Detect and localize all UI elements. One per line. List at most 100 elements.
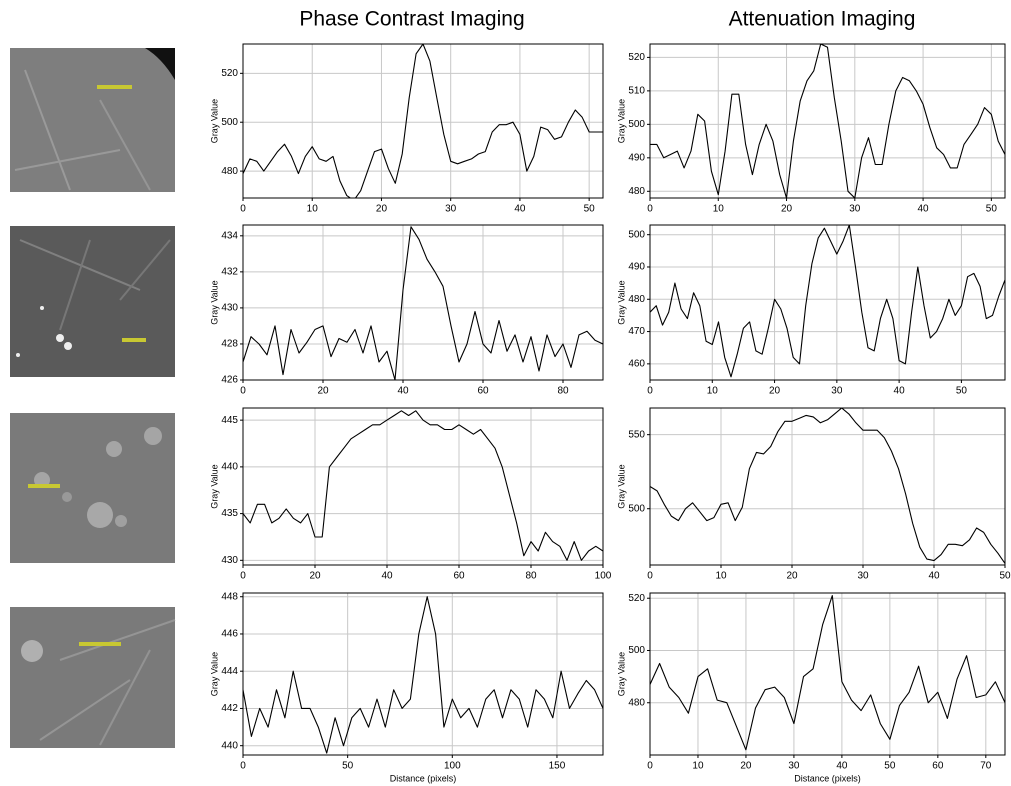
figure: Phase Contrast Imaging Attenuation Imagi… xyxy=(0,0,1011,786)
x-tick-label: 10 xyxy=(715,571,727,582)
y-axis-label: Gray Value xyxy=(616,280,626,324)
x-tick-label: 20 xyxy=(769,386,781,397)
thumbnail xyxy=(10,48,175,192)
x-tick-label: 30 xyxy=(788,761,800,772)
x-tick-label: 0 xyxy=(647,386,653,397)
y-axis-label: Gray Value xyxy=(209,652,219,696)
x-tick-label: 0 xyxy=(647,761,653,772)
y-tick-label: 428 xyxy=(221,339,238,350)
y-tick-label: 442 xyxy=(221,703,238,714)
plot-frame xyxy=(650,44,1005,198)
plot xyxy=(650,44,1005,198)
x-axis-label: Distance (pixels) xyxy=(390,773,457,783)
y-tick-label: 500 xyxy=(628,119,645,130)
y-tick-label: 448 xyxy=(221,591,238,602)
plot xyxy=(650,225,1005,377)
y-tick-label: 480 xyxy=(628,294,645,305)
x-tick-label: 0 xyxy=(240,571,246,582)
y-tick-label: 500 xyxy=(628,645,645,656)
thumbnail xyxy=(10,413,175,563)
y-tick-label: 470 xyxy=(628,326,645,337)
x-tick-label: 50 xyxy=(986,204,998,215)
x-tick-label: 40 xyxy=(918,204,930,215)
x-tick-label: 0 xyxy=(240,386,246,397)
x-tick-label: 20 xyxy=(376,204,388,215)
data-line xyxy=(650,408,1005,564)
data-line xyxy=(650,44,1005,198)
y-tick-label: 435 xyxy=(221,508,238,519)
y-tick-label: 500 xyxy=(628,503,645,514)
data-line xyxy=(243,411,603,561)
y-tick-label: 480 xyxy=(221,166,238,177)
x-tick-label: 20 xyxy=(309,571,321,582)
x-tick-label: 30 xyxy=(849,204,861,215)
y-tick-label: 490 xyxy=(628,262,645,273)
data-line xyxy=(650,225,1005,377)
y-axis-label: Gray Value xyxy=(209,280,219,324)
x-tick-label: 0 xyxy=(240,204,246,215)
y-tick-label: 446 xyxy=(221,629,238,640)
x-tick-label: 60 xyxy=(932,761,944,772)
plot xyxy=(243,227,603,380)
x-tick-label: 150 xyxy=(549,761,566,772)
plot-frame xyxy=(650,225,1005,380)
y-tick-label: 460 xyxy=(628,358,645,369)
x-tick-label: 40 xyxy=(894,386,906,397)
thumbnail xyxy=(10,607,175,748)
y-tick-label: 520 xyxy=(221,68,238,79)
x-tick-label: 30 xyxy=(857,571,869,582)
column-title: Attenuation Imaging xyxy=(729,8,916,31)
y-tick-label: 550 xyxy=(628,429,645,440)
y-axis-label: Gray Value xyxy=(209,99,219,143)
x-tick-label: 40 xyxy=(928,571,940,582)
x-tick-label: 80 xyxy=(557,386,569,397)
x-tick-label: 10 xyxy=(713,204,725,215)
x-tick-label: 10 xyxy=(707,386,719,397)
column-title: Phase Contrast Imaging xyxy=(299,8,524,31)
y-tick-label: 510 xyxy=(628,86,645,97)
y-tick-label: 426 xyxy=(221,375,238,386)
x-tick-label: 10 xyxy=(692,761,704,772)
y-tick-label: 430 xyxy=(221,555,238,566)
y-tick-label: 440 xyxy=(221,740,238,751)
x-tick-label: 50 xyxy=(884,761,896,772)
x-tick-label: 40 xyxy=(836,761,848,772)
data-line xyxy=(243,227,603,380)
x-tick-label: 20 xyxy=(317,386,329,397)
x-tick-label: 70 xyxy=(980,761,992,772)
x-tick-label: 30 xyxy=(445,204,457,215)
x-tick-label: 0 xyxy=(240,761,246,772)
x-tick-label: 100 xyxy=(595,571,612,582)
y-axis-label: Gray Value xyxy=(616,464,626,508)
x-tick-label: 50 xyxy=(999,571,1011,582)
x-tick-label: 60 xyxy=(453,571,465,582)
x-tick-label: 50 xyxy=(584,204,596,215)
x-tick-label: 20 xyxy=(786,571,798,582)
y-tick-label: 445 xyxy=(221,415,238,426)
y-tick-label: 430 xyxy=(221,303,238,314)
y-tick-label: 434 xyxy=(221,230,238,241)
plot-frame xyxy=(243,408,603,565)
plot xyxy=(650,408,1005,564)
x-tick-label: 50 xyxy=(956,386,968,397)
y-axis-label: Gray Value xyxy=(616,652,626,696)
y-tick-label: 480 xyxy=(628,186,645,197)
x-tick-label: 40 xyxy=(514,204,526,215)
x-tick-label: 40 xyxy=(397,386,409,397)
x-tick-label: 60 xyxy=(477,386,489,397)
x-tick-label: 20 xyxy=(781,204,793,215)
plot xyxy=(243,597,603,753)
x-tick-label: 0 xyxy=(647,204,653,215)
plot-frame xyxy=(243,44,603,198)
plot xyxy=(243,411,603,561)
data-line xyxy=(243,597,603,753)
x-tick-label: 10 xyxy=(307,204,319,215)
x-tick-label: 30 xyxy=(831,386,843,397)
x-tick-label: 0 xyxy=(647,571,653,582)
x-tick-label: 20 xyxy=(740,761,752,772)
x-tick-label: 100 xyxy=(444,761,461,772)
plot-frame xyxy=(650,408,1005,565)
x-axis-label: Distance (pixels) xyxy=(794,773,861,783)
x-tick-label: 40 xyxy=(381,571,393,582)
x-tick-label: 50 xyxy=(342,761,354,772)
